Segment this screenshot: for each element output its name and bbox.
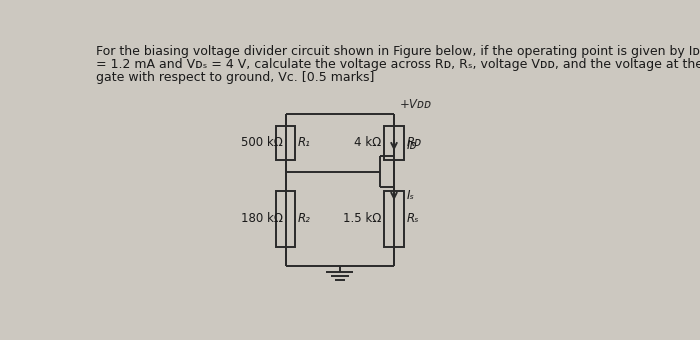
Text: 180 kΩ: 180 kΩ — [241, 212, 283, 225]
Text: R₂: R₂ — [298, 212, 311, 225]
Text: +Vᴅᴅ: +Vᴅᴅ — [400, 99, 432, 112]
Text: 500 kΩ: 500 kΩ — [241, 136, 283, 149]
Bar — [384, 190, 404, 247]
Bar — [276, 190, 295, 247]
Text: Rₛ: Rₛ — [407, 212, 419, 225]
Text: Iₛ: Iₛ — [407, 189, 414, 202]
Text: Rᴅ: Rᴅ — [407, 136, 421, 149]
Text: R₁: R₁ — [298, 136, 311, 149]
Bar — [384, 125, 404, 160]
Text: For the biasing voltage divider circuit shown in Figure below, if the operating : For the biasing voltage divider circuit … — [96, 45, 699, 58]
Text: gate with respect to ground, Vᴄ. [0.5 marks]: gate with respect to ground, Vᴄ. [0.5 ma… — [96, 71, 374, 84]
Bar — [276, 125, 295, 160]
Text: = 1.2 mA and Vᴅₛ = 4 V, calculate the voltage across Rᴅ, Rₛ, voltage Vᴅᴅ, and th: = 1.2 mA and Vᴅₛ = 4 V, calculate the vo… — [96, 58, 700, 71]
Text: Iᴅ: Iᴅ — [407, 139, 417, 152]
Text: 1.5 kΩ: 1.5 kΩ — [343, 212, 382, 225]
Text: 4 kΩ: 4 kΩ — [354, 136, 382, 149]
